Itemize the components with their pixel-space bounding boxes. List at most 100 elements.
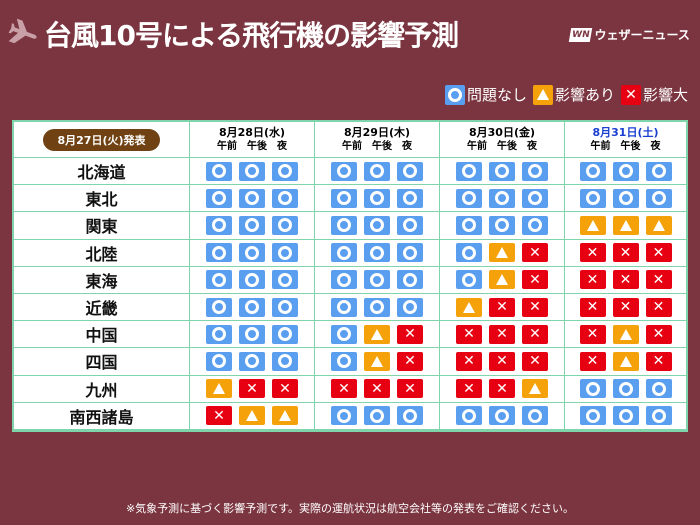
cross-icon: [364, 379, 390, 399]
circle-icon: [239, 161, 265, 181]
circle-icon: [331, 324, 357, 344]
forecast-cell: [440, 266, 565, 294]
triangle-icon: [645, 215, 672, 235]
circle-icon: [239, 270, 265, 290]
cross-icon: [612, 243, 639, 263]
circle-icon: [272, 351, 298, 371]
cross-icon: [645, 351, 672, 371]
cross-icon: [645, 324, 672, 344]
forecast-cell: [440, 402, 565, 430]
forecast-cell: [315, 239, 440, 267]
period-labels: 午前 午後夜: [217, 140, 287, 154]
circle-icon: [489, 406, 515, 426]
legend-label: 問題なし: [466, 86, 527, 104]
forecast-cell: [190, 239, 315, 267]
forecast-cell: [315, 266, 440, 294]
triangle-icon: [206, 379, 232, 399]
circle-icon: [645, 161, 672, 181]
cross-icon: [489, 297, 515, 317]
circle-icon: [331, 270, 357, 290]
cross-icon: [620, 84, 641, 105]
forecast-cell: [315, 375, 440, 403]
circle-icon: [364, 243, 390, 263]
forecast-cell: [440, 294, 565, 322]
circle-icon: [456, 270, 482, 290]
circle-icon: [206, 270, 232, 290]
day-header: 8月31日(土) 午前 午後夜: [565, 122, 686, 158]
circle-icon: [331, 297, 357, 317]
issued-badge: 8月27日(火)発表: [43, 128, 160, 151]
circle-icon: [522, 215, 548, 235]
forecast-cell: [565, 348, 686, 376]
cross-icon: [456, 379, 482, 399]
cross-icon: [579, 270, 606, 290]
circle-icon: [364, 188, 390, 208]
weathernews-logo: WN ウェザーニュース: [568, 26, 690, 43]
forecast-cell: [190, 266, 315, 294]
period-labels: 午前 午後夜: [342, 140, 412, 154]
period-labels: 午前 午後夜: [591, 140, 661, 154]
circle-icon: [239, 351, 265, 371]
legend: 問題なし 影響あり 影響大: [444, 84, 688, 105]
cross-icon: [522, 324, 548, 344]
cross-icon: [206, 406, 232, 426]
circle-icon: [456, 243, 482, 263]
cross-icon: [489, 379, 515, 399]
day-date: 8月28日(水): [218, 125, 286, 139]
day-header: 8月28日(水) 午前 午後夜: [190, 122, 315, 158]
triangle-icon: [489, 243, 515, 263]
cross-icon: [612, 297, 639, 317]
cross-icon: [397, 351, 423, 371]
circle-icon: [612, 379, 639, 399]
forecast-cell: [190, 294, 315, 322]
forecast-cell: [565, 376, 686, 403]
triangle-icon: [456, 297, 482, 317]
circle-icon: [272, 270, 298, 290]
forecast-cell: [565, 212, 686, 240]
period-label: 午後: [497, 140, 517, 152]
period-label: 午後: [372, 140, 392, 152]
region-label: 九州: [14, 375, 190, 403]
circle-icon: [272, 188, 298, 208]
circle-icon: [239, 215, 265, 235]
forecast-cell: [190, 185, 315, 213]
region-label: 東北: [14, 185, 190, 213]
triangle-icon: [612, 215, 639, 235]
forecast-cell: [440, 158, 565, 186]
cross-icon: [579, 324, 606, 344]
region-label: 南西諸島: [14, 402, 190, 430]
day-header: 8月29日(木) 午前 午後夜: [315, 122, 440, 158]
circle-icon: [239, 243, 265, 263]
triangle-icon: [532, 84, 553, 105]
circle-icon: [444, 84, 465, 105]
forecast-cell: [440, 321, 565, 349]
triangle-icon: [364, 351, 390, 371]
footnote: ※気象予測に基づく影響予測です。実際の運航状況は航空会社等の発表をご確認ください…: [125, 502, 575, 515]
circle-icon: [364, 406, 390, 426]
forecast-cell: [565, 158, 686, 186]
forecast-cell: [190, 402, 315, 430]
circle-icon: [645, 188, 672, 208]
forecast-table: 8月27日(火)発表 8月28日(水) 午前 午後夜 8月29日(木) 午前 午後夜 8月30…: [12, 120, 688, 432]
legend-item-o: 問題なし: [444, 84, 527, 105]
circle-icon: [364, 270, 390, 290]
forecast-cell: [190, 321, 315, 349]
cross-icon: [522, 270, 548, 290]
forecast-cell: [440, 375, 565, 403]
forecast-cell: [190, 158, 315, 186]
page-title: 台風10号による飛行機の影響予測: [44, 19, 459, 52]
circle-icon: [456, 406, 482, 426]
region-label: 北陸: [14, 239, 190, 267]
forecast-cell: [565, 403, 686, 430]
cross-icon: [272, 379, 298, 399]
circle-icon: [397, 161, 423, 181]
legend-label: 影響あり: [554, 86, 615, 104]
forecast-cell: [190, 212, 315, 240]
day-date: 8月29日(木): [343, 125, 411, 139]
cross-icon: [522, 243, 548, 263]
circle-icon: [272, 243, 298, 263]
circle-icon: [331, 188, 357, 208]
triangle-icon: [612, 324, 639, 344]
forecast-cell: [565, 294, 686, 322]
circle-icon: [206, 161, 232, 181]
